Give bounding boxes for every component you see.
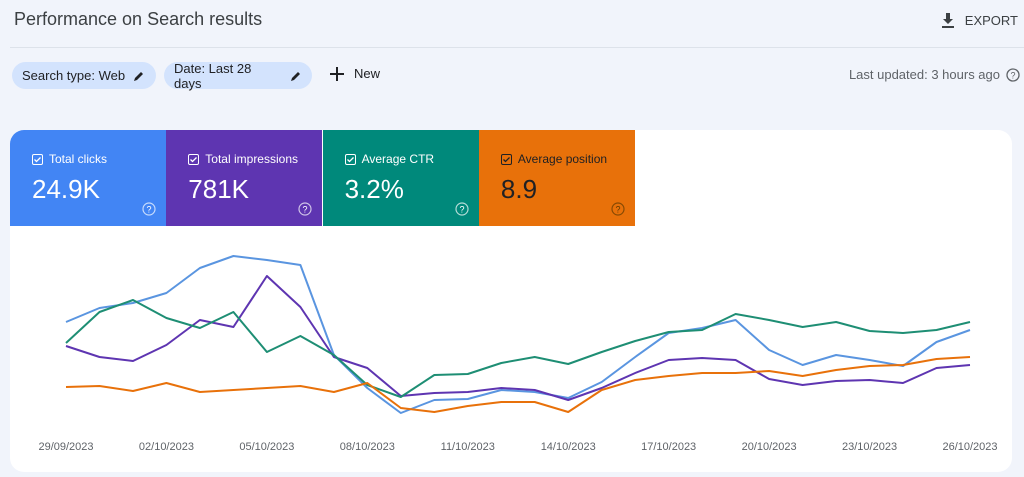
help-icon[interactable]: ? xyxy=(298,202,312,216)
plus-icon xyxy=(330,66,344,81)
series-line xyxy=(65,275,971,401)
metric-value: 8.9 xyxy=(500,174,538,204)
metric-tile[interactable]: Total impressions 781K? xyxy=(166,130,323,226)
last-updated-text: Last updated: 3 hours ago xyxy=(848,67,1000,82)
filter-chip[interactable]: Search type: Web xyxy=(12,62,156,89)
chip-label: Date: Last 28 days xyxy=(174,60,252,91)
x-tick-label: 23/10/2023 xyxy=(842,441,897,453)
x-tick-label: 29/09/2023 xyxy=(38,441,93,453)
last-updated: Last updated: 3 hours ago ? xyxy=(849,67,1020,82)
svg-text:?: ? xyxy=(1010,70,1015,80)
page-title: Performance on Search results xyxy=(14,9,263,29)
new-button[interactable]: New xyxy=(330,66,380,81)
x-tick-label: 05/10/2023 xyxy=(239,441,294,453)
series-line xyxy=(65,255,971,414)
checkbox xyxy=(500,153,512,165)
download-icon xyxy=(941,13,954,28)
chart-card: Total clicks 24.9K? Total impressions 781K?… xyxy=(10,130,1012,472)
x-tick-label: 17/10/2023 xyxy=(641,441,696,453)
svg-text:?: ? xyxy=(303,205,308,215)
divider xyxy=(10,47,1024,48)
export-button[interactable]: EXPORT xyxy=(941,12,1018,28)
help-icon[interactable]: ? xyxy=(142,202,156,216)
metric-name: Total clicks xyxy=(49,152,108,166)
svg-text:?: ? xyxy=(146,205,151,215)
metric-label: Total clicks xyxy=(32,152,107,166)
checkbox xyxy=(32,153,43,165)
svg-text:?: ? xyxy=(459,205,464,215)
metric-value: 781K xyxy=(188,174,250,204)
metric-label: Average position xyxy=(500,152,608,166)
metric-value: 24.9K xyxy=(32,174,100,204)
checkbox xyxy=(344,153,356,165)
metric-tile[interactable]: Average position 8.9? xyxy=(478,130,635,226)
x-tick-label: 14/10/2023 xyxy=(541,441,596,453)
metric-label: Average CTR xyxy=(344,152,435,166)
export-label: EXPORT xyxy=(964,12,1018,28)
help-icon[interactable]: ? xyxy=(611,202,625,216)
chip-label: Search type: Web xyxy=(22,68,126,83)
x-tick-label: 02/10/2023 xyxy=(139,441,194,453)
edit-icon xyxy=(134,71,144,81)
filter-chip[interactable]: Date: Last 28 days xyxy=(164,60,312,91)
svg-text:?: ? xyxy=(615,205,620,215)
metric-name: Total impressions xyxy=(205,152,298,166)
metric-tile[interactable]: Total clicks 24.9K? xyxy=(10,130,166,226)
x-tick-label: 20/10/2023 xyxy=(742,441,797,453)
metric-name: Average position xyxy=(517,152,608,166)
chart: 29/09/2023 02/10/2023 05/10/2023 08/10/2023… xyxy=(38,255,998,453)
checkbox xyxy=(188,153,200,165)
series-line xyxy=(65,356,971,413)
x-tick-label: 08/10/2023 xyxy=(340,441,395,453)
metric-tile[interactable]: Average CTR 3.2%? xyxy=(322,130,479,226)
series-line xyxy=(65,299,971,398)
edit-icon xyxy=(291,71,301,81)
x-tick-label: 11/10/2023 xyxy=(441,441,495,453)
metric-label: Total impressions xyxy=(188,152,298,166)
new-label: New xyxy=(354,66,381,81)
metric-name: Average CTR xyxy=(361,152,435,166)
x-tick-label: 26/10/2023 xyxy=(942,441,997,453)
help-icon[interactable]: ? xyxy=(454,202,469,216)
help-icon[interactable]: ? xyxy=(1006,67,1020,82)
metric-value: 3.2% xyxy=(344,174,404,204)
